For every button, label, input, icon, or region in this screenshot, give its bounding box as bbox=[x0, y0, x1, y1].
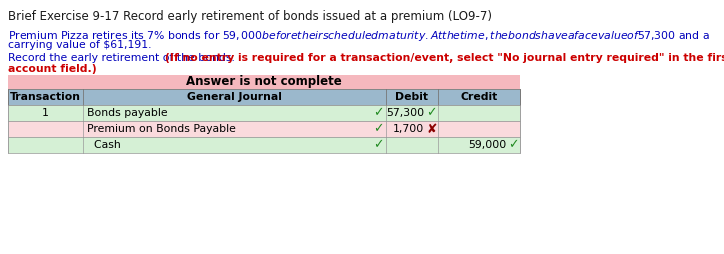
Text: Premium on Bonds Payable: Premium on Bonds Payable bbox=[87, 124, 236, 134]
Text: Credit: Credit bbox=[460, 92, 497, 102]
Text: Bonds payable: Bonds payable bbox=[87, 108, 168, 118]
Text: Cash: Cash bbox=[87, 140, 121, 150]
Text: General Journal: General Journal bbox=[187, 92, 282, 102]
Text: Record the early retirement of the bonds.: Record the early retirement of the bonds… bbox=[8, 53, 238, 63]
Text: Debit: Debit bbox=[395, 92, 429, 102]
Bar bbox=[8, 105, 520, 121]
Bar bbox=[8, 75, 520, 89]
Text: account field.): account field.) bbox=[8, 64, 96, 74]
Text: 1,700: 1,700 bbox=[392, 124, 424, 134]
Bar bbox=[8, 121, 520, 137]
Text: ✓: ✓ bbox=[374, 138, 384, 151]
Text: 59,000: 59,000 bbox=[468, 140, 506, 150]
Text: ✘: ✘ bbox=[426, 122, 437, 135]
Text: ✓: ✓ bbox=[508, 138, 518, 151]
Text: Answer is not complete: Answer is not complete bbox=[186, 75, 342, 88]
Text: Premium Pizza retires its 7% bonds for $59,000 before their scheduled maturity. : Premium Pizza retires its 7% bonds for $… bbox=[8, 29, 710, 43]
Bar bbox=[8, 137, 520, 153]
Text: ✓: ✓ bbox=[426, 106, 437, 119]
Text: carrying value of $61,191.: carrying value of $61,191. bbox=[8, 40, 151, 50]
Text: Brief Exercise 9-17 Record early retirement of bonds issued at a premium (LO9-7): Brief Exercise 9-17 Record early retirem… bbox=[8, 10, 492, 23]
Text: 1: 1 bbox=[42, 108, 49, 118]
Text: ✓: ✓ bbox=[374, 122, 384, 135]
Text: (If no entry is required for a transaction/event, select "No journal entry requi: (If no entry is required for a transacti… bbox=[165, 53, 724, 63]
Text: ✓: ✓ bbox=[374, 106, 384, 119]
Bar bbox=[8, 89, 520, 105]
Text: 57,300: 57,300 bbox=[386, 108, 424, 118]
Text: Transaction: Transaction bbox=[10, 92, 81, 102]
